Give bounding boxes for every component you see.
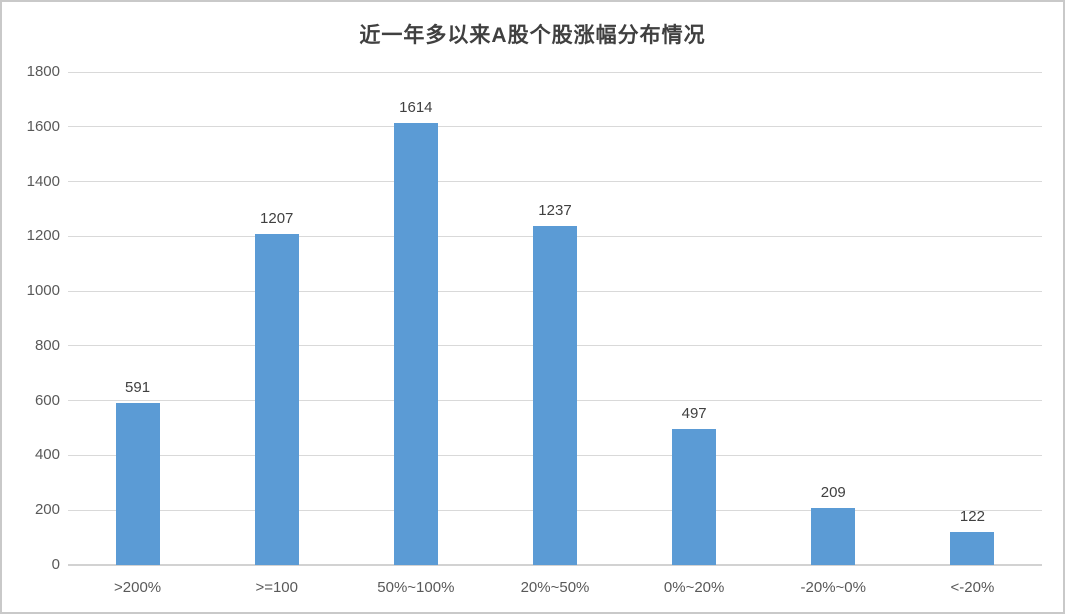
- chart-title: 近一年多以来A股个股涨幅分布情况: [359, 24, 706, 47]
- bar-value-label: 1614: [399, 98, 433, 116]
- bar: [254, 234, 299, 565]
- y-tick-label: 0: [51, 556, 60, 573]
- gridline: [68, 126, 1042, 128]
- x-tick-label: >=100: [255, 579, 298, 596]
- bar: [672, 428, 717, 565]
- y-tick-label: 800: [34, 336, 60, 354]
- x-tick-label: 50%~100%: [377, 579, 455, 596]
- bar-value-label: 209: [820, 483, 846, 501]
- y-tick-label: 1800: [26, 63, 60, 80]
- bar: [393, 122, 438, 565]
- gridline: [68, 181, 1042, 183]
- x-tick-label: 0%~20%: [663, 579, 725, 596]
- y-tick-label: 600: [34, 391, 60, 409]
- x-axis-line: [68, 564, 1042, 566]
- y-tick-label: 400: [34, 446, 60, 464]
- x-tick-label: 20%~50%: [520, 579, 590, 596]
- gridline: [68, 71, 1042, 73]
- bar: [811, 507, 856, 565]
- bar: [533, 226, 577, 565]
- x-tick-label: -20%~0%: [800, 579, 866, 596]
- y-tick-label: 1000: [26, 282, 60, 300]
- y-tick-label: 1400: [26, 172, 60, 190]
- plot-area: 591 1207 1614 1237 497 209 122: [68, 71, 1042, 566]
- bar-value-label: 1207: [260, 210, 294, 228]
- bar-value-label: 591: [125, 379, 151, 397]
- y-tick-label: 1200: [26, 227, 60, 245]
- x-tick-label: <-20%: [950, 579, 995, 596]
- x-tick-label: >200%: [114, 579, 162, 596]
- y-tick-label: 200: [34, 501, 60, 519]
- bar: [950, 531, 995, 565]
- bar-value-label: 497: [681, 404, 707, 422]
- bar: [115, 403, 160, 565]
- bar-value-label: 1237: [538, 202, 572, 220]
- bar-value-label: 122: [959, 507, 985, 525]
- y-tick-label: 1600: [26, 117, 60, 135]
